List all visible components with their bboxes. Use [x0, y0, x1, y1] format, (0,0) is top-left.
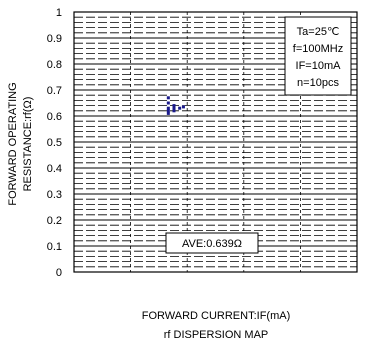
- y-tick-label: 0.3: [47, 189, 62, 201]
- data-point: [172, 104, 176, 108]
- y-axis-label-line1: FORWARD OPERATING: [7, 82, 19, 205]
- data-point: [172, 109, 176, 113]
- condition-if: IF=10mA: [296, 60, 342, 72]
- data-point: [166, 106, 170, 110]
- y-tick-label: 0.4: [47, 163, 62, 175]
- average-box: [165, 232, 259, 254]
- y-tick-label: 0.8: [47, 59, 62, 71]
- condition-count: n=10pcs: [297, 77, 339, 89]
- conditions-legend: Ta=25℃ f=100MHz IF=10mA n=10pcs: [284, 16, 352, 96]
- chart-title: rf DISPERSION MAP: [164, 329, 269, 341]
- data-point: [166, 109, 170, 113]
- y-tick-label: 0.9: [47, 33, 62, 45]
- data-point: [181, 105, 185, 109]
- y-axis-label-line2: RESISTANCE:rf(Ω): [22, 97, 34, 192]
- conditions-box: [284, 16, 352, 96]
- data-point: [172, 106, 176, 110]
- y-tick-label: 1: [56, 7, 62, 19]
- condition-ta: Ta=25℃: [297, 26, 340, 38]
- y-tick-label: 0.6: [47, 111, 62, 123]
- average-label: AVE:0.639Ω: [182, 238, 242, 250]
- y-tick-labels: 0 0.1 0.2 0.3 0.4 0.5 0.6 0.7 0.8 0.9 1: [47, 7, 62, 279]
- y-tick-label: 0.1: [47, 241, 62, 253]
- plot-frame: [73, 11, 358, 273]
- average-annotation: AVE:0.639Ω: [165, 232, 259, 254]
- data-point: [178, 106, 182, 110]
- x-axis-label: FORWARD CURRENT:IF(mA): [142, 310, 291, 322]
- data-point: [166, 96, 170, 100]
- data-points: [166, 96, 185, 115]
- y-tick-label: 0.7: [47, 85, 62, 97]
- data-point: [166, 111, 170, 115]
- data-point: [166, 101, 170, 105]
- y-tick-label: 0.2: [47, 215, 62, 227]
- condition-frequency: f=100MHz: [293, 43, 343, 55]
- y-tick-label: 0.5: [47, 137, 62, 149]
- y-tick-label: 0: [56, 267, 62, 279]
